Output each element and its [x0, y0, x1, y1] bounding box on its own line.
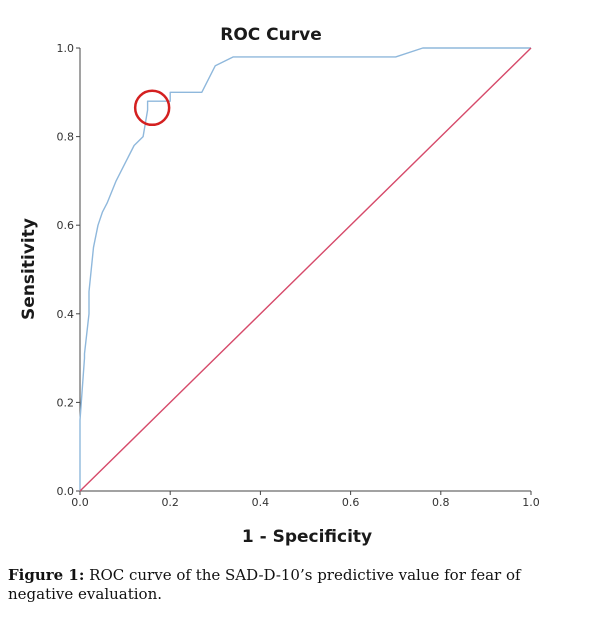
- y-tick-label: 1.0: [57, 42, 75, 55]
- chart-title: ROC Curve: [220, 25, 322, 45]
- y-axis-label: Sensitivity: [19, 218, 39, 320]
- y-tick-label: 0.2: [57, 396, 75, 409]
- x-tick-label: 0.2: [161, 496, 179, 509]
- x-axis-ticks: 0.0 0.2 0.4 0.6 0.8 1.0: [71, 491, 540, 509]
- y-tick-label: 0.6: [57, 219, 75, 232]
- caption-label: Figure 1:: [8, 566, 85, 584]
- x-tick-label: 0.6: [342, 496, 360, 509]
- y-tick-label: 0.4: [57, 308, 75, 321]
- y-tick-label: 0.0: [57, 485, 75, 498]
- x-tick-label: 1.0: [522, 496, 540, 509]
- roc-curve-line: [79, 47, 531, 491]
- caption-text: ROC curve of the SAD-D-10’s predictive v…: [8, 566, 521, 603]
- reference-diagonal-line: [79, 47, 532, 492]
- annotation-layer: [133, 89, 171, 127]
- x-axis-label: 1 - Specificity: [242, 527, 372, 547]
- x-tick-label: 0.4: [252, 496, 270, 509]
- y-tick-label: 0.8: [57, 131, 75, 144]
- figure-caption: Figure 1: ROC curve of the SAD-D-10’s pr…: [8, 566, 586, 604]
- x-tick-label: 0.8: [432, 496, 450, 509]
- cutoff-highlight-circle: [133, 89, 171, 127]
- x-tick-label: 0.0: [71, 496, 89, 509]
- roc-chart: ROC Curve 0.0 0.2 0.4 0.6 0.8 1.0 0.00.20.40.…: [19, 25, 540, 547]
- series-layer: [79, 47, 532, 492]
- y-axis-ticks: 0.0 0.2 0.4 0.6 0.8 1.0: [57, 42, 80, 498]
